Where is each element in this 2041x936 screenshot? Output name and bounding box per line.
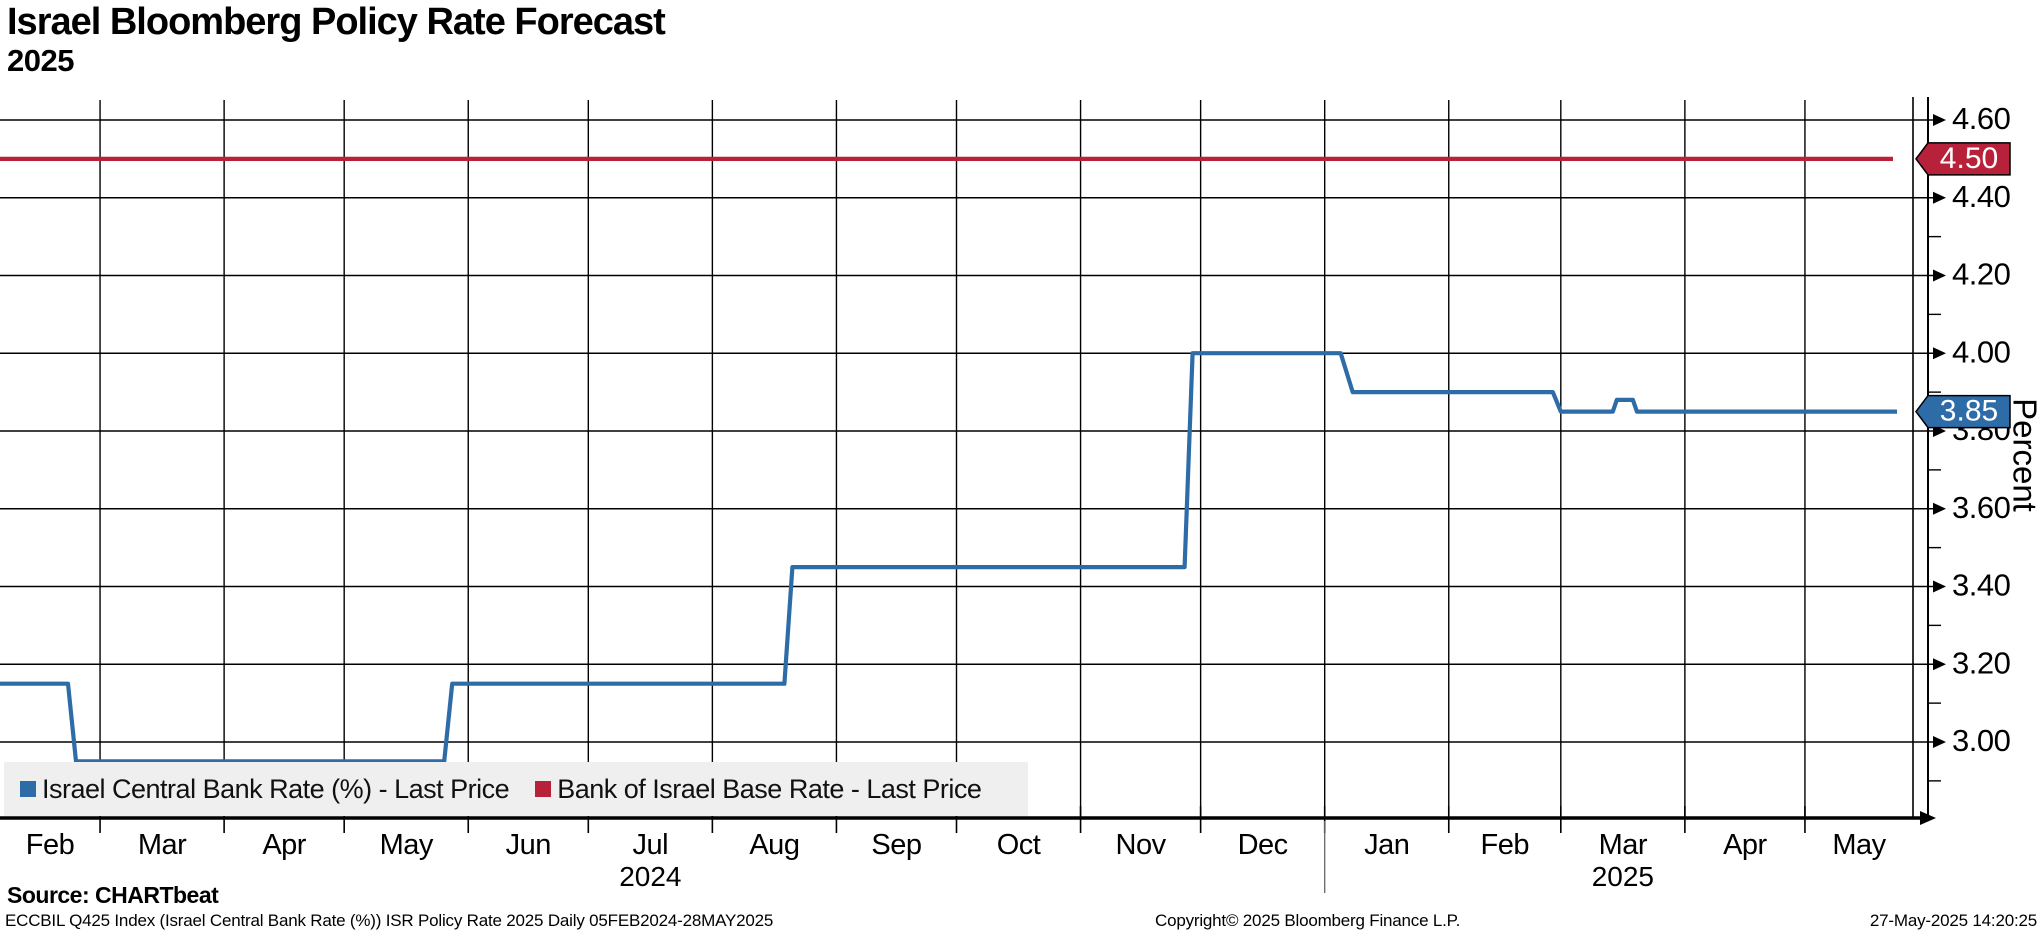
footer-row: ECCBIL Q425 Index (Israel Central Bank R… xyxy=(0,911,2041,935)
y-tick-label: 3.40 xyxy=(1952,568,2011,603)
last-value-badge xyxy=(1915,394,2011,429)
page-title: Israel Bloomberg Policy Rate Forecast xyxy=(7,1,666,43)
x-axis-arrow-icon xyxy=(1920,811,1936,825)
last-value-badge-label: 3.85 xyxy=(1940,394,1998,427)
x-month-label: May xyxy=(1832,829,1886,861)
x-month-label: Dec xyxy=(1238,829,1288,861)
y-tick-arrow-icon xyxy=(1933,580,1946,593)
y-tick-arrow-icon xyxy=(1933,736,1946,748)
chart-legend: Israel Central Bank Rate (%) - Last Pric… xyxy=(4,762,1028,816)
y-tick-arrow-icon xyxy=(1933,658,1946,671)
y-tick-arrow-icon xyxy=(1933,269,1946,282)
y-tick-arrow-icon xyxy=(1933,191,1946,204)
page-subtitle: 2025 xyxy=(7,43,74,78)
x-month-label: Aug xyxy=(749,829,799,861)
last-value-badge-label: 4.50 xyxy=(1940,142,1998,175)
y-tick-label: 4.60 xyxy=(1952,101,2011,136)
y-tick-label: 4.00 xyxy=(1952,334,2011,369)
source-label: Source: CHARTbeat xyxy=(7,882,219,908)
y-tick-label: 3.00 xyxy=(1952,723,2011,758)
x-month-label: Feb xyxy=(26,829,74,861)
copyright-label: Copyright© 2025 Bloomberg Finance L.P. xyxy=(1155,911,1461,930)
blue-series-swatch-icon xyxy=(20,781,36,797)
y-tick-label: 3.20 xyxy=(1952,645,2011,680)
y-tick-label: 4.20 xyxy=(1952,257,2011,292)
y-tick-arrow-icon xyxy=(1933,502,1946,515)
y-axis-title: Percent xyxy=(2006,398,2041,512)
x-year-label: 2024 xyxy=(619,861,681,892)
x-month-label: Jun xyxy=(506,829,551,861)
x-month-label: Nov xyxy=(1116,829,1167,861)
last-value-badge xyxy=(1915,142,2011,176)
ticker-description: ECCBIL Q425 Index (Israel Central Bank R… xyxy=(5,911,774,930)
x-month-label: Apr xyxy=(262,829,306,861)
x-month-label: Mar xyxy=(1599,829,1648,861)
legend-item-label: Israel Central Bank Rate (%) - Last Pric… xyxy=(42,773,510,804)
x-month-label: May xyxy=(380,829,434,861)
series-line-0 xyxy=(0,351,1897,764)
x-month-label: Jan xyxy=(1364,829,1409,861)
x-month-label: Sep xyxy=(871,829,921,861)
x-month-label: Apr xyxy=(1723,829,1767,861)
x-month-label: Mar xyxy=(138,829,187,861)
y-tick-label: 3.60 xyxy=(1952,490,2011,525)
y-tick-label: 4.40 xyxy=(1952,179,2011,214)
x-month-label: Feb xyxy=(1481,829,1529,861)
legend-item-label: Bank of Israel Base Rate - Last Price xyxy=(557,773,982,804)
x-month-label: Jul xyxy=(633,829,669,861)
legend-item-base-rate[interactable]: Bank of Israel Base Rate - Last Price xyxy=(535,773,982,805)
x-year-label: 2025 xyxy=(1592,861,1654,892)
y-tick-arrow-icon xyxy=(1933,114,1946,126)
x-month-label: Oct xyxy=(997,829,1041,861)
chart-header: Israel Bloomberg Policy Rate Forecast 20… xyxy=(7,0,666,78)
legend-item-central-bank-rate[interactable]: Israel Central Bank Rate (%) - Last Pric… xyxy=(20,773,510,805)
red-series-swatch-icon xyxy=(535,781,552,797)
y-tick-arrow-icon xyxy=(1933,347,1946,360)
timestamp-label: 27-May-2025 14:20:25 xyxy=(1869,911,2037,930)
